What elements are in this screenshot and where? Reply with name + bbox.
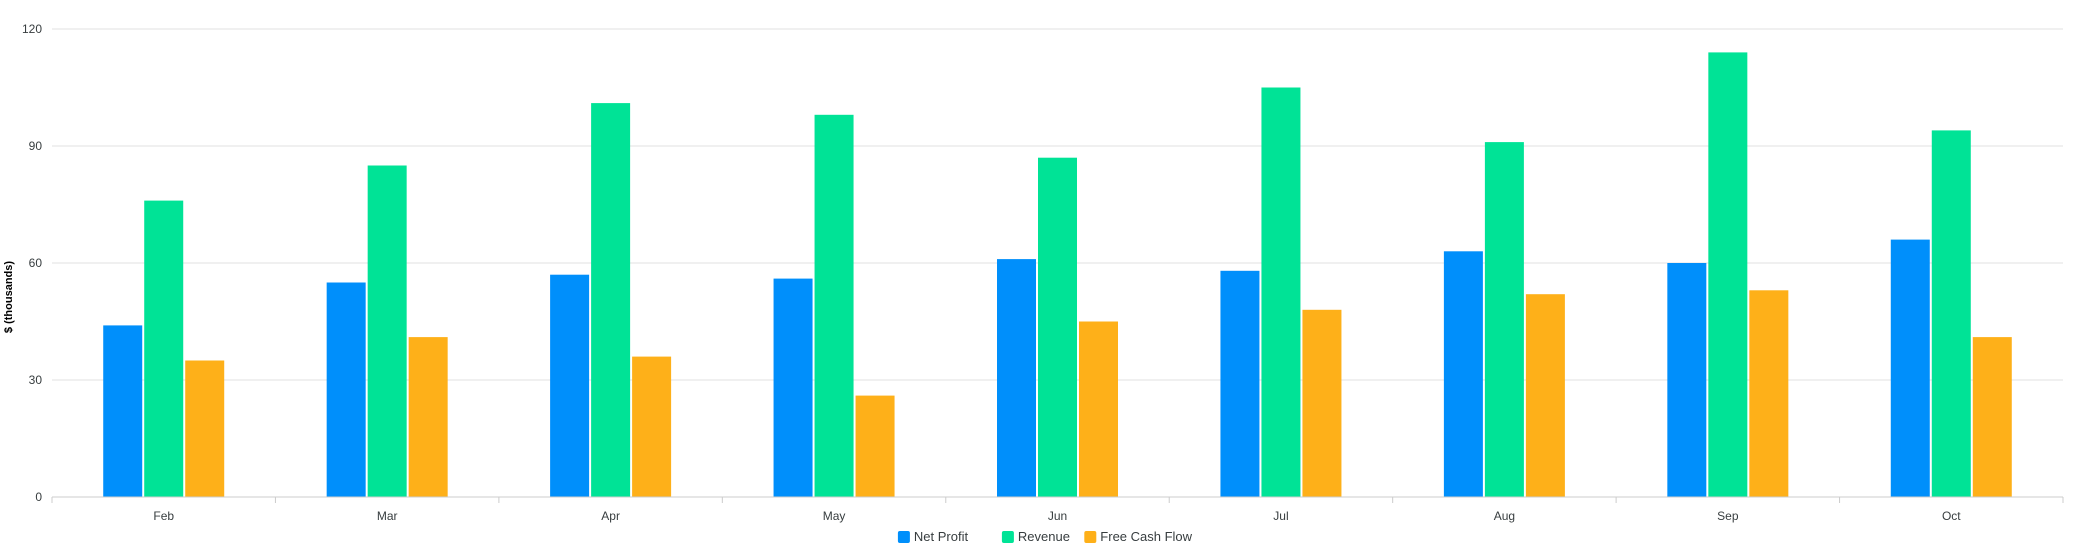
legend-item[interactable]: Revenue (1001, 529, 1070, 544)
bar[interactable] (814, 114, 854, 498)
x-tick-label: May (823, 509, 846, 523)
bar[interactable] (185, 360, 225, 498)
bar[interactable] (550, 274, 590, 497)
x-tick-label: Mar (377, 509, 398, 523)
y-tick-label: 120 (22, 22, 42, 36)
legend-item[interactable]: Net Profit (897, 529, 969, 544)
bar[interactable] (1484, 142, 1524, 497)
bar[interactable] (1890, 239, 1930, 497)
bar[interactable] (1667, 263, 1707, 497)
bar[interactable] (591, 103, 631, 497)
y-tick-label: 30 (29, 373, 43, 387)
y-tick-label: 0 (35, 490, 42, 504)
bar[interactable] (1525, 294, 1565, 497)
y-axis-title: $ (thousands) (3, 261, 15, 333)
bar[interactable] (1261, 87, 1301, 498)
bar[interactable] (1708, 52, 1748, 498)
x-tick-label: Oct (1942, 509, 1961, 523)
legend-marker (1084, 531, 1097, 543)
x-tick-label: Feb (153, 509, 174, 523)
legend[interactable]: Net Profit Revenue Free Cash Flow (897, 529, 1193, 544)
legend-label: Free Cash Flow (1100, 529, 1192, 544)
x-tick-label: Sep (1717, 509, 1739, 523)
bar[interactable] (1443, 251, 1483, 497)
bar[interactable] (997, 259, 1036, 497)
legend-marker (1001, 531, 1014, 543)
bar[interactable] (1079, 321, 1118, 498)
bar[interactable] (103, 325, 143, 497)
x-tick-label: Jul (1273, 509, 1288, 523)
legend-label: Revenue (1018, 529, 1070, 544)
bar[interactable] (1302, 309, 1342, 497)
bar[interactable] (367, 165, 407, 498)
bar[interactable] (855, 395, 895, 497)
x-tick-label: Aug (1494, 509, 1515, 523)
bar[interactable] (1972, 337, 2012, 497)
x-tick-label: Jun (1048, 509, 1067, 523)
bars (103, 52, 2012, 498)
x-tick-label: Apr (601, 509, 620, 523)
bar[interactable] (1749, 290, 1789, 497)
legend-label: Net Profit (914, 529, 969, 544)
axes: 0 30 60 90 120 Feb Mar Apr May Jun Jul Aug Sep Oct (22, 22, 2064, 523)
bar[interactable] (632, 356, 672, 497)
bar[interactable] (1038, 157, 1077, 497)
bar[interactable] (326, 282, 366, 498)
bar[interactable] (144, 200, 184, 497)
legend-marker (897, 531, 910, 543)
bar[interactable] (408, 337, 448, 497)
bar[interactable] (773, 278, 813, 497)
legend-item[interactable]: Free Cash Flow (1084, 529, 1193, 544)
bar[interactable] (1220, 270, 1260, 497)
bar[interactable] (1931, 130, 1971, 497)
y-tick-label: 90 (29, 139, 43, 153)
y-tick-label: 60 (29, 256, 43, 270)
